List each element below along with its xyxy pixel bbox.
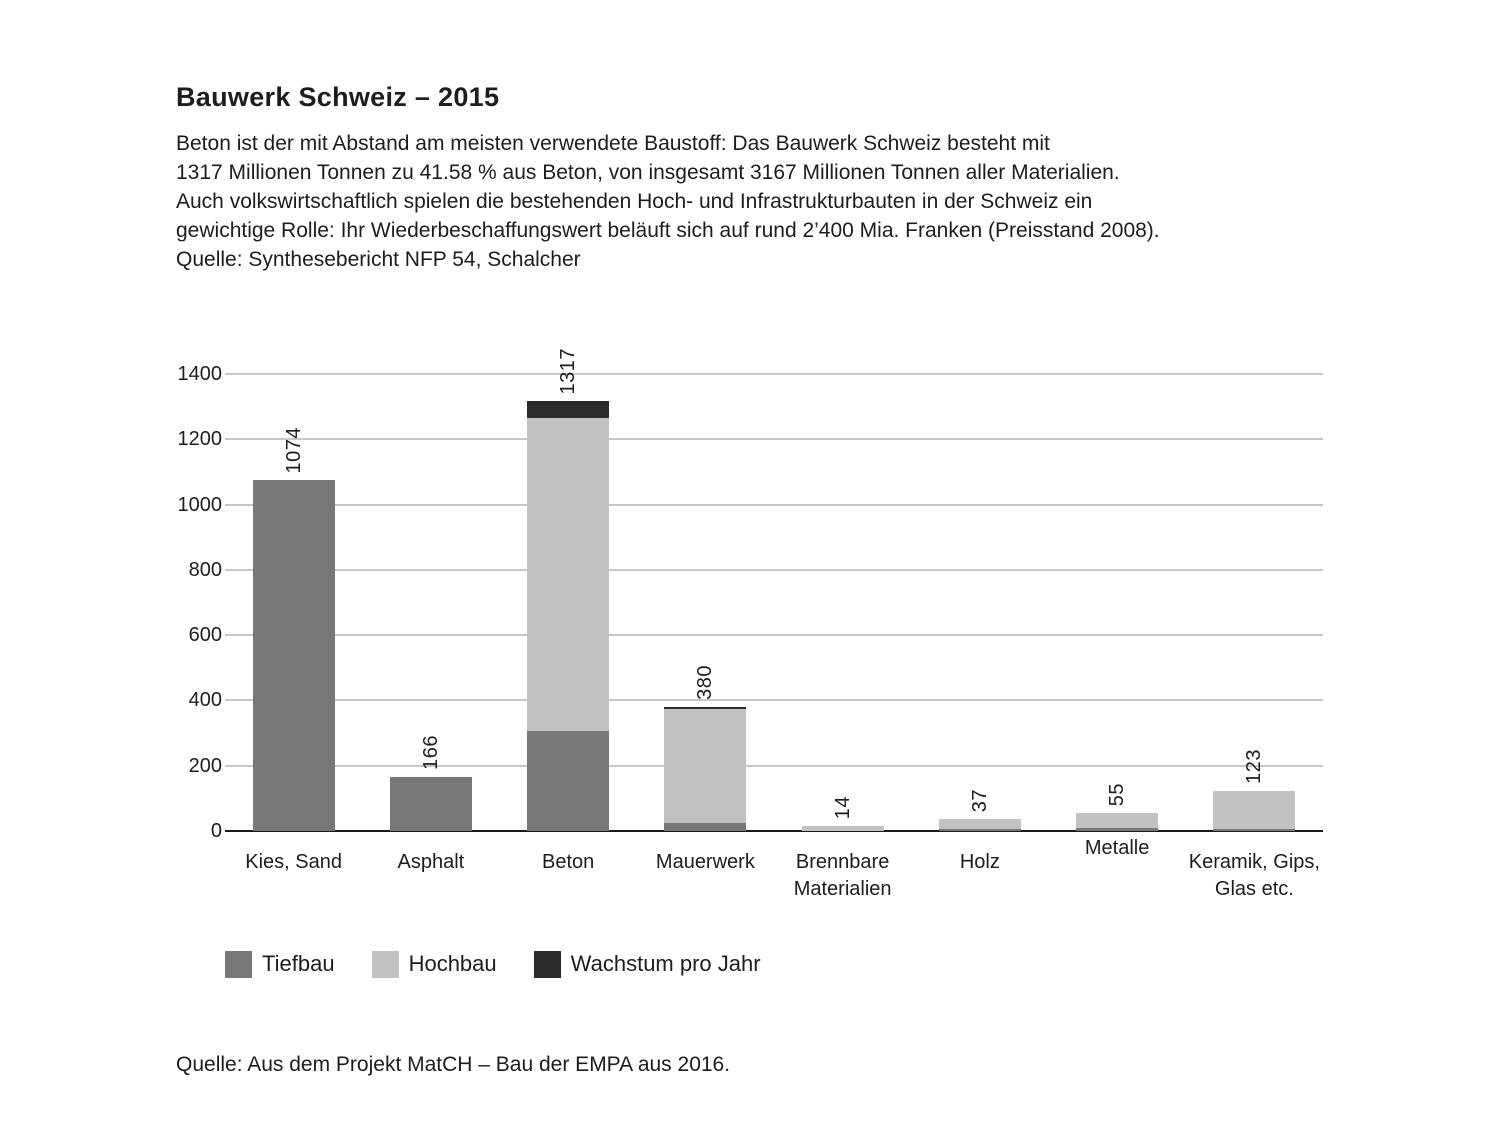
bar-segment-tiefbau <box>1076 827 1159 831</box>
bar-segment-hochbau <box>938 818 1021 830</box>
bar-value-label: 380 <box>694 665 717 700</box>
intro-line: Quelle: Synthesebericht NFP 54, Schalche… <box>176 248 581 271</box>
legend-item: Tiefbau <box>225 950 335 978</box>
gridline <box>225 764 1323 767</box>
x-axis-line <box>225 830 1323 832</box>
x-axis-category-label: Asphalt <box>397 851 465 873</box>
bar-value-label: 1317 <box>557 347 580 395</box>
bar-segment-tiefbau <box>389 776 472 831</box>
bar-segment-hochbau <box>1213 790 1296 830</box>
legend-label: Tiefbau <box>262 951 335 976</box>
gridline <box>225 568 1323 571</box>
legend-swatch-icon <box>533 950 561 978</box>
bar-segment-tiefbau <box>1213 829 1296 831</box>
x-axis-category-label: Holz <box>959 851 1000 873</box>
legend-label: Hochbau <box>408 951 497 976</box>
gridline <box>225 503 1323 506</box>
gridline <box>225 699 1323 702</box>
bar-segment-tiefbau <box>527 731 610 831</box>
legend-item: Wachstum pro Jahr <box>533 950 761 978</box>
gridline <box>225 634 1323 637</box>
bar-value-label: 37 <box>968 788 991 812</box>
intro-line: Auch volkswirtschaftlich spielen die bes… <box>176 190 1093 213</box>
bar-segment-hochbau <box>1076 813 1159 828</box>
legend-swatch-icon <box>371 950 399 978</box>
intro-line: Beton ist der mit Abstand am meisten ver… <box>176 132 1050 155</box>
bar-segment-tiefbau <box>252 480 335 831</box>
y-axis-tick-label: 400 <box>188 689 222 712</box>
chart-legend: Tiefbau Hochbau Wachstum pro Jahr <box>225 950 761 978</box>
x-axis-category-label: Kies, Sand <box>245 851 342 873</box>
bar-segment-hochbau <box>801 826 884 831</box>
gridline <box>225 373 1323 375</box>
legend-label: Wachstum pro Jahr <box>570 951 761 976</box>
bar-value-label: 14 <box>831 796 854 820</box>
gridline <box>225 438 1323 441</box>
bar-segment-hochbau <box>527 418 610 732</box>
y-axis-tick-label: 0 <box>210 820 222 842</box>
intro-line: gewichtige Rolle: Ihr Wiederbeschaffungs… <box>176 219 1160 242</box>
x-axis-category-label: Keramik, Gips, Glas etc. <box>1188 851 1320 900</box>
y-axis-tick-label: 1400 <box>177 363 223 385</box>
bar-segment-hochbau <box>664 709 747 823</box>
y-axis-tick-label: 200 <box>188 754 222 777</box>
bar-segment-wachstum-pro-jahr <box>664 706 747 710</box>
y-axis-tick-label: 600 <box>188 624 222 647</box>
legend-swatch-icon <box>225 950 252 978</box>
bar-segment-tiefbau <box>664 822 747 831</box>
intro-line: 1317 Millionen Tonnen zu 41.58 % aus Bet… <box>176 161 1120 184</box>
bar-segment-wachstum-pro-jahr <box>527 401 610 419</box>
y-axis-tick-label: 1200 <box>177 428 223 451</box>
y-axis-tick-label: 1000 <box>177 493 223 516</box>
x-axis-category-label: Beton <box>541 851 595 873</box>
bar-value-label: 1074 <box>282 426 305 474</box>
page-title: Bauwerk Schweiz – 2015 <box>176 82 500 112</box>
x-axis-category-label: Brennbare Materialien <box>793 851 892 900</box>
y-axis-tick-label: 800 <box>188 558 222 581</box>
legend-item: Hochbau <box>371 950 497 978</box>
intro-text: Beton ist der mit Abstand am meisten ver… <box>176 129 1160 274</box>
x-axis-category-label: Metalle <box>1084 837 1150 859</box>
bar-value-label: 166 <box>419 734 442 770</box>
source-note: Quelle: Aus dem Projekt MatCH – Bau der … <box>176 1053 731 1076</box>
bar-segment-tiefbau <box>938 829 1021 831</box>
x-axis-category-label: Mauerwerk <box>655 851 755 873</box>
bar-value-label: 123 <box>1243 748 1266 784</box>
bar-value-label: 55 <box>1106 782 1129 807</box>
